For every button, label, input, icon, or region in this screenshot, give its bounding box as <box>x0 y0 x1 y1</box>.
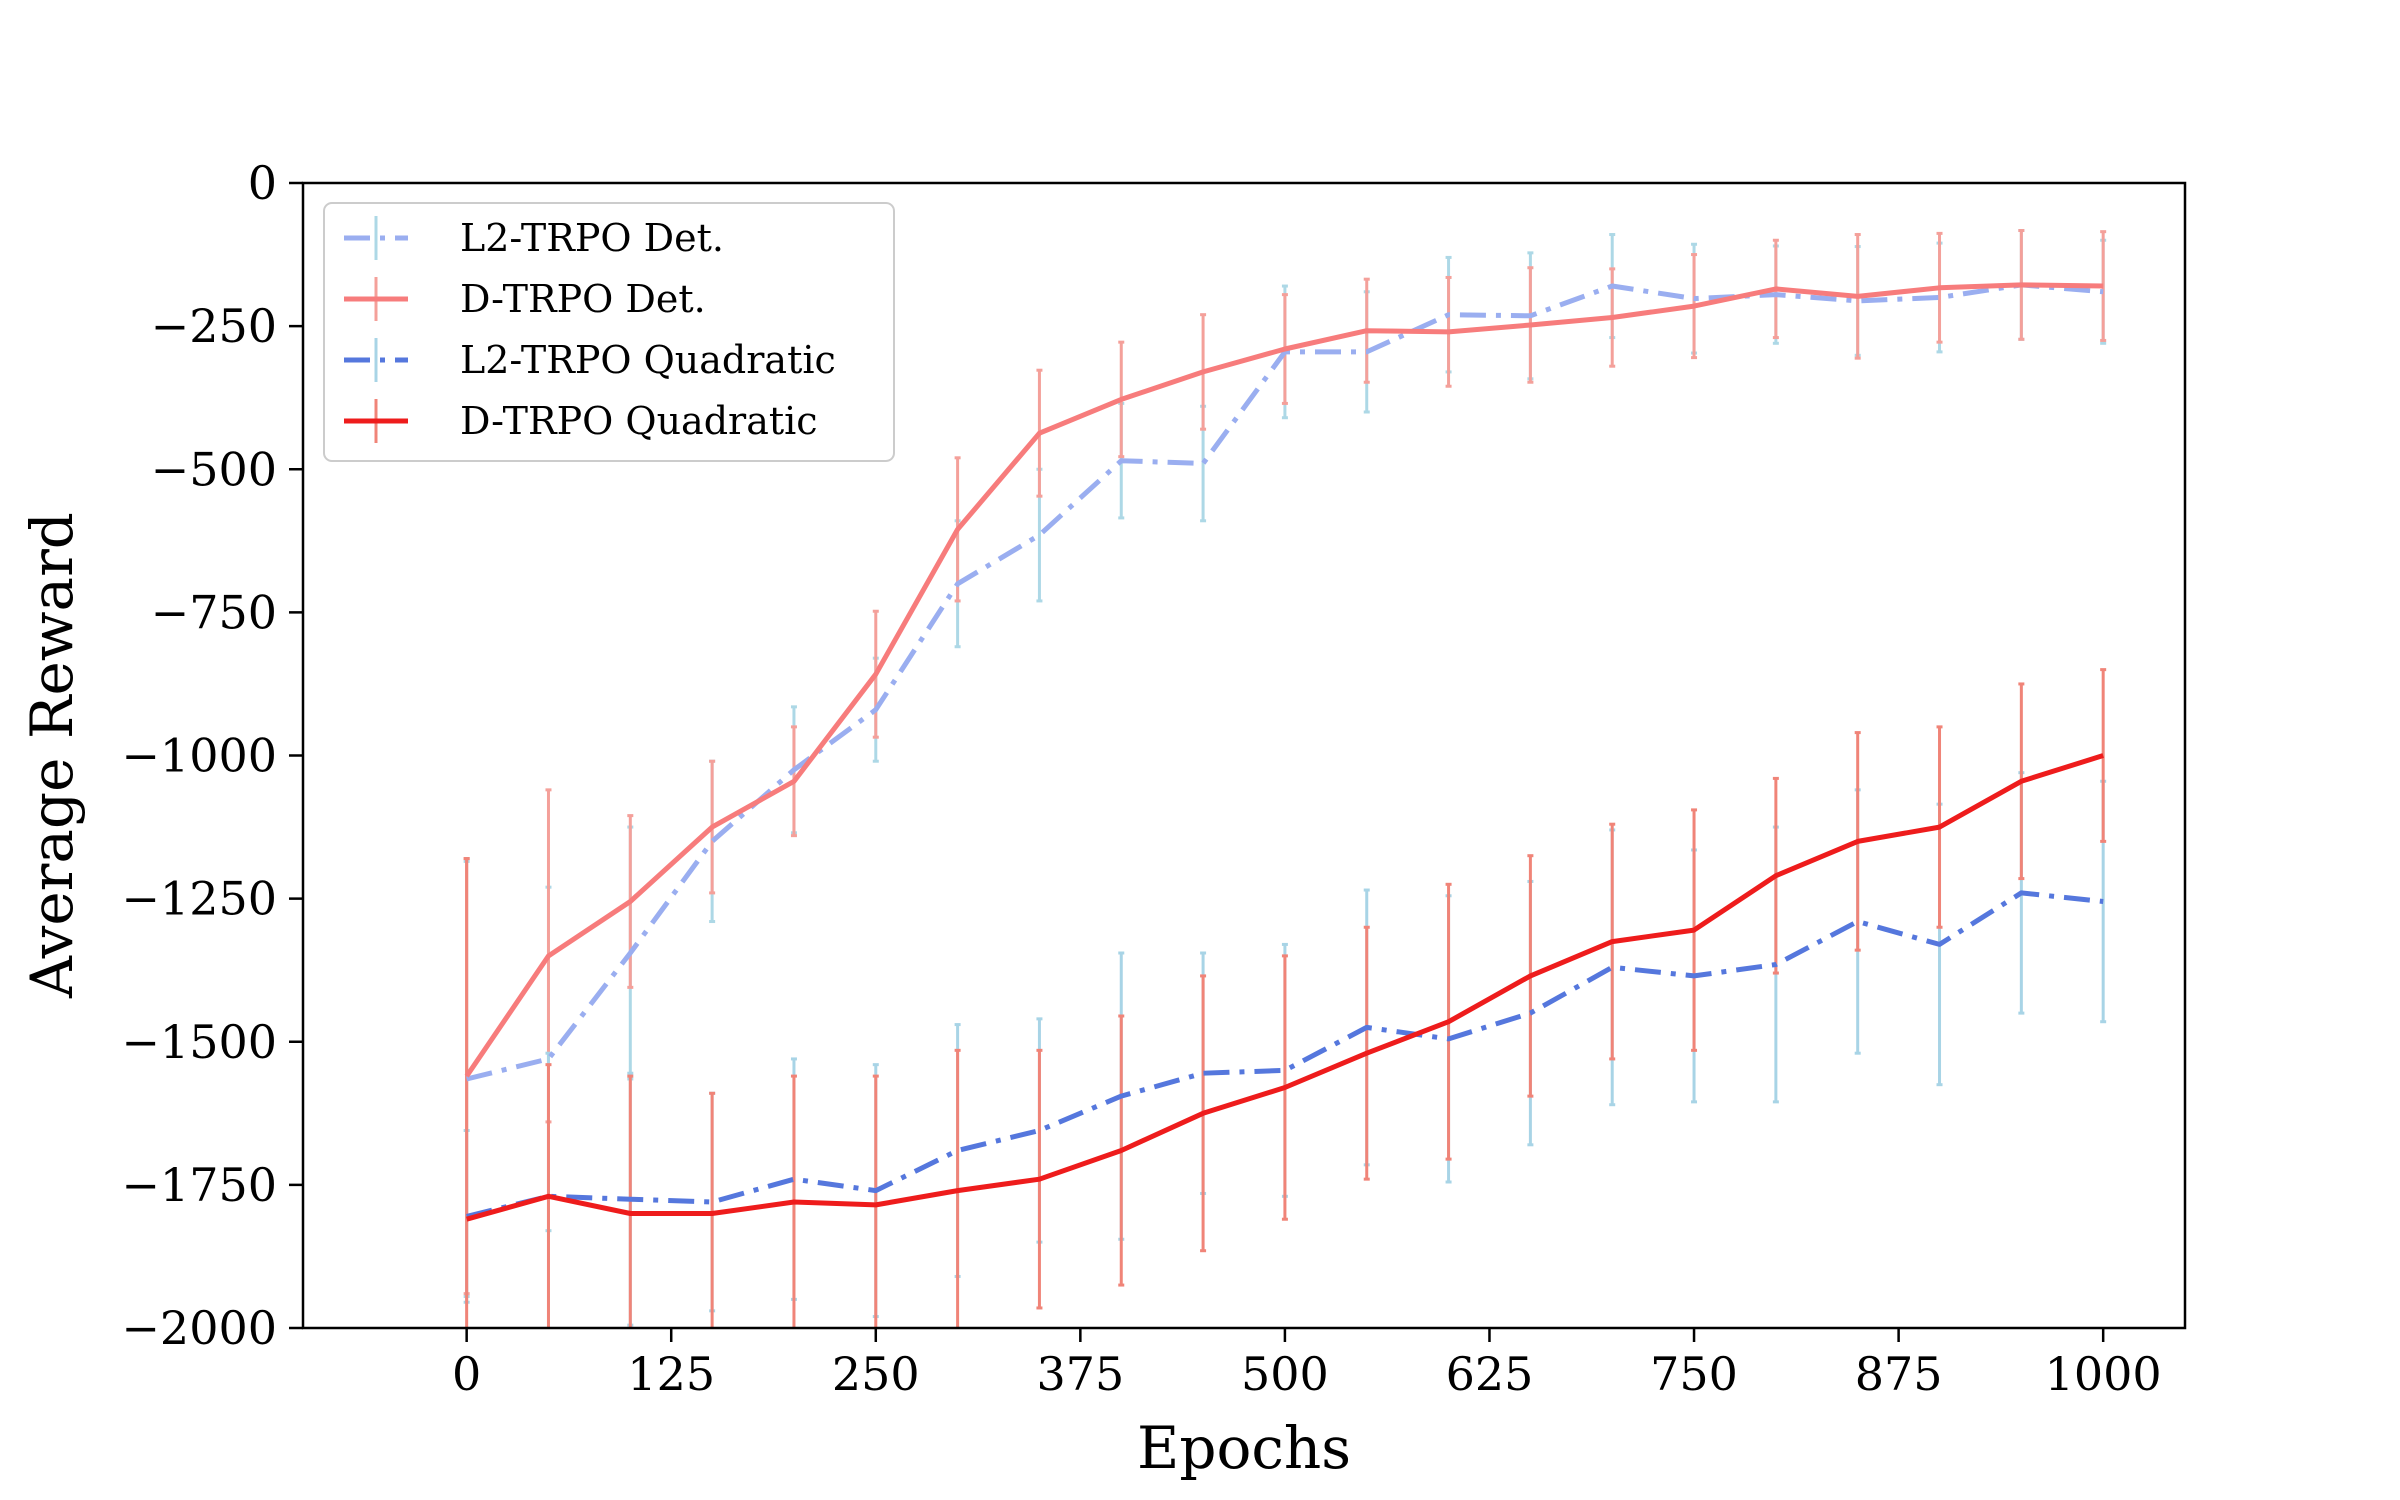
x-tick-label-2: 250 <box>832 1347 920 1401</box>
x-tick-label-5: 625 <box>1446 1347 1534 1401</box>
y-axis: 0 −250 −500 −750 −1000 −1250 −1500 −1750 −2000 <box>121 156 303 1355</box>
x-tick-label-4: 500 <box>1241 1347 1329 1401</box>
x-tick-label-8: 1000 <box>2045 1347 2162 1401</box>
y-tick-label-3: −750 <box>151 585 277 639</box>
y-tick-label-4: −1000 <box>121 729 277 783</box>
y-tick-label-0: 0 <box>248 156 277 210</box>
legend-label-0: L2-TRPO Det. <box>460 216 724 260</box>
series-line-2 <box>466 890 2104 1219</box>
legend: L2-TRPO Det. D-TRPO Det. L2-TRPO Quadratic… <box>323 202 895 462</box>
x-tick-label-1: 125 <box>627 1347 715 1401</box>
y-tick-label-5: −1250 <box>121 872 277 926</box>
y-tick-label-1: −250 <box>151 299 277 353</box>
series-line-0 <box>466 282 2104 1082</box>
series-line-1 <box>464 282 2104 1078</box>
y-axis-title: Average Reward <box>18 512 86 999</box>
y-tick-label-7: −1750 <box>121 1158 277 1212</box>
series-lines <box>464 282 2104 1222</box>
y-tick-label-6: −1500 <box>121 1015 277 1069</box>
legend-frame <box>323 202 895 462</box>
x-tick-label-7: 875 <box>1855 1347 1943 1401</box>
y-tick-label-8: −2000 <box>121 1301 277 1355</box>
x-tick-label-3: 375 <box>1036 1347 1124 1401</box>
legend-label-3: D-TRPO Quadratic <box>460 399 818 443</box>
series-line-3 <box>466 753 2104 1222</box>
x-axis-title: Epochs <box>1137 1414 1351 1482</box>
x-tick-label-0: 0 <box>452 1347 481 1401</box>
x-tick-label-6: 750 <box>1650 1347 1738 1401</box>
legend-label-1: D-TRPO Det. <box>460 277 706 321</box>
y-tick-label-2: −500 <box>151 442 277 496</box>
legend-label-2: L2-TRPO Quadratic <box>460 338 836 382</box>
x-axis: 0 125 250 375 500 625 750 875 1000 <box>452 1328 2162 1401</box>
